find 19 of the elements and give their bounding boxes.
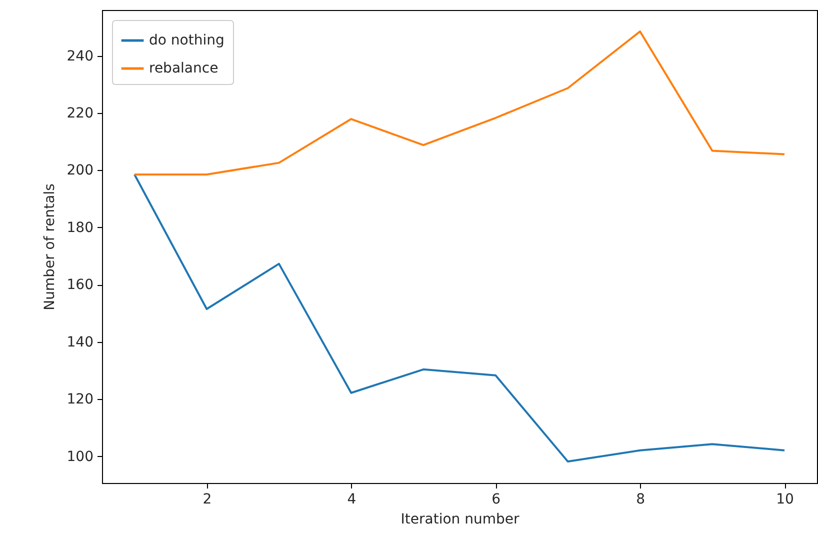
x-tick-label: 4	[347, 492, 356, 508]
y-tick-label: 100	[66, 448, 94, 465]
y-tick-label: 140	[66, 334, 94, 350]
y-tick-label: 160	[66, 277, 94, 294]
x-tick-label: 8	[636, 492, 646, 508]
x-tick-label: 2	[202, 492, 212, 508]
x-axis-title: Iteration number	[400, 512, 520, 528]
line-series	[134, 174, 786, 463]
line-series	[134, 30, 786, 176]
x-tick-label: 6	[492, 492, 501, 508]
y-axis-title: Number of rentals	[42, 184, 58, 310]
legend-label: do nothing	[149, 32, 224, 48]
x-tick-label: 10	[776, 492, 794, 508]
y-tick-label: 240	[66, 48, 94, 64]
y-tick-label: 120	[66, 392, 94, 408]
y-tick-label: 220	[66, 106, 94, 122]
y-tick-label: 180	[66, 220, 94, 236]
legend-label: rebalance	[149, 60, 218, 76]
y-tick-label: 200	[66, 162, 94, 179]
